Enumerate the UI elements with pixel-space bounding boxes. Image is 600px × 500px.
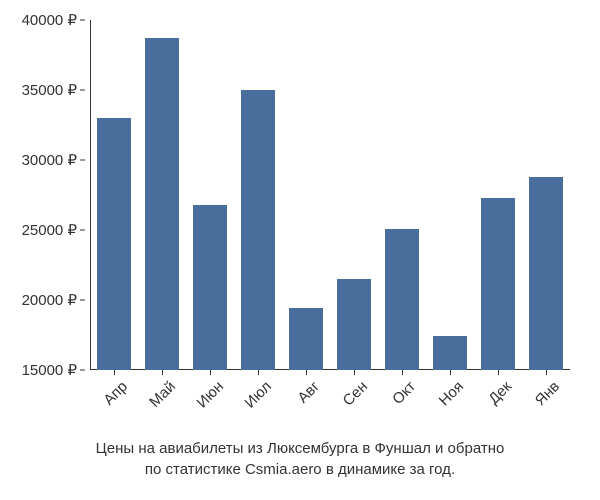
x-tick-label: Апр [94, 378, 131, 415]
x-axis: Апр Май Июн Июл Авг Сен Окт Ноя Дек Янв [90, 370, 570, 430]
y-tick-label: 30000 ₽ [22, 151, 77, 169]
x-tick-mark [258, 370, 259, 375]
y-tick-mark [80, 370, 85, 371]
y-axis: 15000 ₽20000 ₽25000 ₽30000 ₽35000 ₽40000… [0, 20, 85, 370]
y-tick-mark [80, 230, 85, 231]
x-tick-mark [114, 370, 115, 375]
x-tick-label: Июн [190, 378, 227, 415]
y-tick-label: 25000 ₽ [22, 221, 77, 239]
bar [241, 90, 275, 370]
y-tick-label: 40000 ₽ [22, 11, 77, 29]
bar [529, 177, 563, 370]
x-tick-label: Янв [526, 378, 563, 415]
x-tick-mark [450, 370, 451, 375]
bar [97, 118, 131, 370]
y-tick-label: 35000 ₽ [22, 81, 77, 99]
plot-area [90, 20, 570, 370]
x-tick-label: Сен [334, 378, 371, 415]
x-tick-label: Май [142, 378, 179, 415]
chart-caption: Цены на авиабилеты из Люксембурга в Фунш… [0, 438, 600, 480]
x-tick-label: Окт [382, 378, 419, 415]
x-tick-mark [402, 370, 403, 375]
price-chart: 15000 ₽20000 ₽25000 ₽30000 ₽35000 ₽40000… [90, 20, 570, 370]
y-tick-mark [80, 90, 85, 91]
x-tick-mark [498, 370, 499, 375]
bar [337, 279, 371, 370]
y-axis-line [90, 20, 91, 370]
x-tick-mark [162, 370, 163, 375]
caption-line-1: Цены на авиабилеты из Люксембурга в Фунш… [20, 438, 580, 459]
y-tick-mark [80, 160, 85, 161]
bar [481, 198, 515, 370]
bar [145, 38, 179, 370]
x-tick-label: Авг [286, 378, 323, 415]
bar [289, 308, 323, 370]
x-tick-label: Ноя [430, 378, 467, 415]
x-tick-label: Июл [238, 378, 275, 415]
x-tick-mark [546, 370, 547, 375]
y-tick-mark [80, 300, 85, 301]
x-tick-label: Дек [478, 378, 515, 415]
bar [193, 205, 227, 370]
bar [385, 229, 419, 370]
x-tick-mark [210, 370, 211, 375]
x-tick-mark [354, 370, 355, 375]
caption-line-2: по статистике Csmia.aero в динамике за г… [20, 459, 580, 480]
y-tick-label: 20000 ₽ [22, 291, 77, 309]
x-tick-mark [306, 370, 307, 375]
bar [433, 336, 467, 370]
y-tick-label: 15000 ₽ [22, 361, 77, 379]
y-tick-mark [80, 20, 85, 21]
